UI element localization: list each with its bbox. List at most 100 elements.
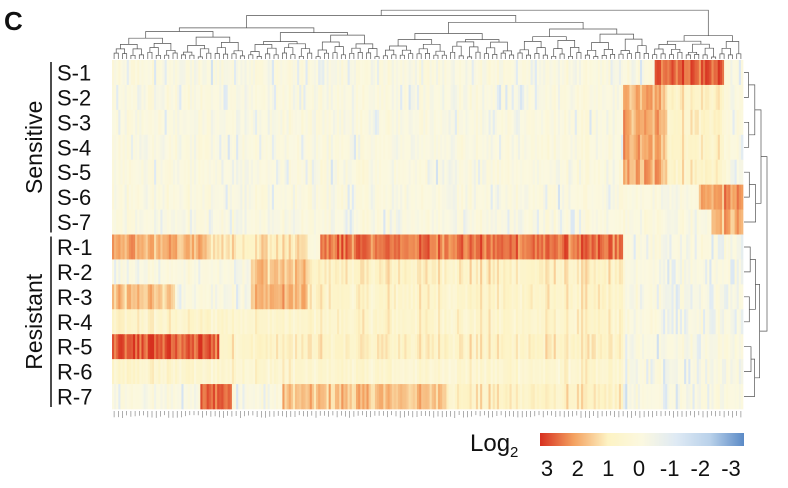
heatmap-cell xyxy=(511,109,515,136)
heatmap-cell xyxy=(233,84,237,111)
heatmap-cell xyxy=(301,334,304,360)
heatmap-cell xyxy=(202,109,205,136)
heatmap-cell xyxy=(133,109,136,136)
dendrogram-branch xyxy=(618,53,624,59)
heatmap-cell xyxy=(435,134,439,161)
heatmap-cell xyxy=(433,209,437,235)
heatmap-cell xyxy=(499,359,502,385)
heatmap-cell xyxy=(240,284,243,310)
heatmap-cell xyxy=(608,334,611,360)
heatmap-cell xyxy=(484,284,487,310)
heatmap-cell xyxy=(227,309,231,335)
heatmap-cell xyxy=(349,284,353,310)
heatmap-cell xyxy=(715,159,719,185)
heatmap-cell xyxy=(440,334,443,360)
heatmap-cell xyxy=(147,184,151,210)
heatmap-cell xyxy=(606,134,609,161)
heatmap-cell xyxy=(665,109,668,136)
heatmap-cell xyxy=(162,234,165,260)
heatmap-cell xyxy=(330,209,334,235)
heatmap-cell xyxy=(709,134,712,161)
heatmap-cell xyxy=(370,359,374,385)
heatmap-cell xyxy=(196,334,199,360)
heatmap-cell xyxy=(463,259,466,285)
heatmap-cell xyxy=(507,84,510,111)
dendrogram-branch xyxy=(265,53,271,59)
heatmap-cell xyxy=(242,234,245,260)
heatmap-cell xyxy=(450,234,454,260)
heatmap-cell xyxy=(215,334,218,360)
heatmap-cell xyxy=(587,159,590,185)
heatmap-cell xyxy=(635,109,639,136)
heatmap-cell xyxy=(616,84,620,111)
heatmap-cell xyxy=(440,259,443,285)
heatmap-cell xyxy=(549,109,552,136)
heatmap-cell xyxy=(450,284,454,310)
heatmap-cell xyxy=(488,134,491,161)
heatmap-cell xyxy=(244,184,247,210)
heatmap-cell xyxy=(212,159,216,185)
heatmap-cell xyxy=(330,84,334,111)
heatmap-cell xyxy=(431,309,435,335)
heatmap-cell xyxy=(332,84,336,111)
heatmap-cell xyxy=(501,184,504,210)
row-label: S-5 xyxy=(57,160,91,185)
heatmap-cell xyxy=(642,309,645,335)
heatmap-cell xyxy=(273,159,277,185)
heatmap-cell xyxy=(122,84,125,111)
heatmap-cell xyxy=(204,284,207,310)
heatmap-cell xyxy=(700,209,704,235)
heatmap-cell xyxy=(196,184,199,210)
heatmap-cell xyxy=(370,309,374,335)
heatmap-cell xyxy=(151,109,155,136)
heatmap-cell xyxy=(149,209,153,235)
heatmap-cell xyxy=(631,184,634,210)
heatmap-cell xyxy=(492,134,496,161)
heatmap-cell xyxy=(591,234,595,260)
heatmap-cell xyxy=(225,234,229,260)
heatmap-cell xyxy=(248,84,252,111)
heatmap-cell xyxy=(400,259,403,285)
heatmap-cell xyxy=(189,284,193,310)
heatmap-cell xyxy=(383,134,386,161)
heatmap-cell xyxy=(564,159,567,185)
heatmap-cell xyxy=(690,284,693,310)
heatmap-cell xyxy=(208,234,212,260)
heatmap-cell xyxy=(595,284,599,310)
heatmap-cell xyxy=(679,234,683,260)
heatmap-cell xyxy=(368,84,372,111)
heatmap-cell xyxy=(219,159,222,185)
heatmap-cell xyxy=(236,259,239,285)
heatmap-cell xyxy=(284,234,287,260)
heatmap-cell xyxy=(416,234,420,260)
heatmap-cell xyxy=(532,109,536,136)
heatmap-cell xyxy=(688,109,691,136)
heatmap-cell xyxy=(507,60,510,86)
heatmap-cell xyxy=(427,209,430,235)
heatmap-cell xyxy=(158,359,161,385)
heatmap-cell xyxy=(421,359,424,385)
heatmap-cell xyxy=(280,234,283,260)
heatmap-cell xyxy=(257,159,260,185)
row-label: S-2 xyxy=(57,85,91,110)
heatmap-cell xyxy=(351,259,355,285)
heatmap-cell xyxy=(452,309,456,335)
heatmap-cell xyxy=(597,259,601,285)
heatmap-cell xyxy=(130,159,134,185)
heatmap-cell xyxy=(494,184,498,210)
heatmap-cell xyxy=(196,109,199,136)
heatmap-cell xyxy=(549,234,552,260)
heatmap-cell xyxy=(128,159,132,185)
heatmap-cell xyxy=(682,159,685,185)
heatmap-cell xyxy=(509,209,512,235)
heatmap-cell xyxy=(442,159,445,185)
heatmap-cell xyxy=(673,60,677,86)
heatmap-cell xyxy=(267,134,271,161)
heatmap-cell xyxy=(463,109,466,136)
heatmap-cell xyxy=(707,334,710,360)
heatmap-cell xyxy=(532,209,536,235)
heatmap-cell xyxy=(288,159,292,185)
dendrogram-branch xyxy=(334,46,344,55)
heatmap-cell xyxy=(204,259,207,285)
heatmap-cell xyxy=(355,284,359,310)
